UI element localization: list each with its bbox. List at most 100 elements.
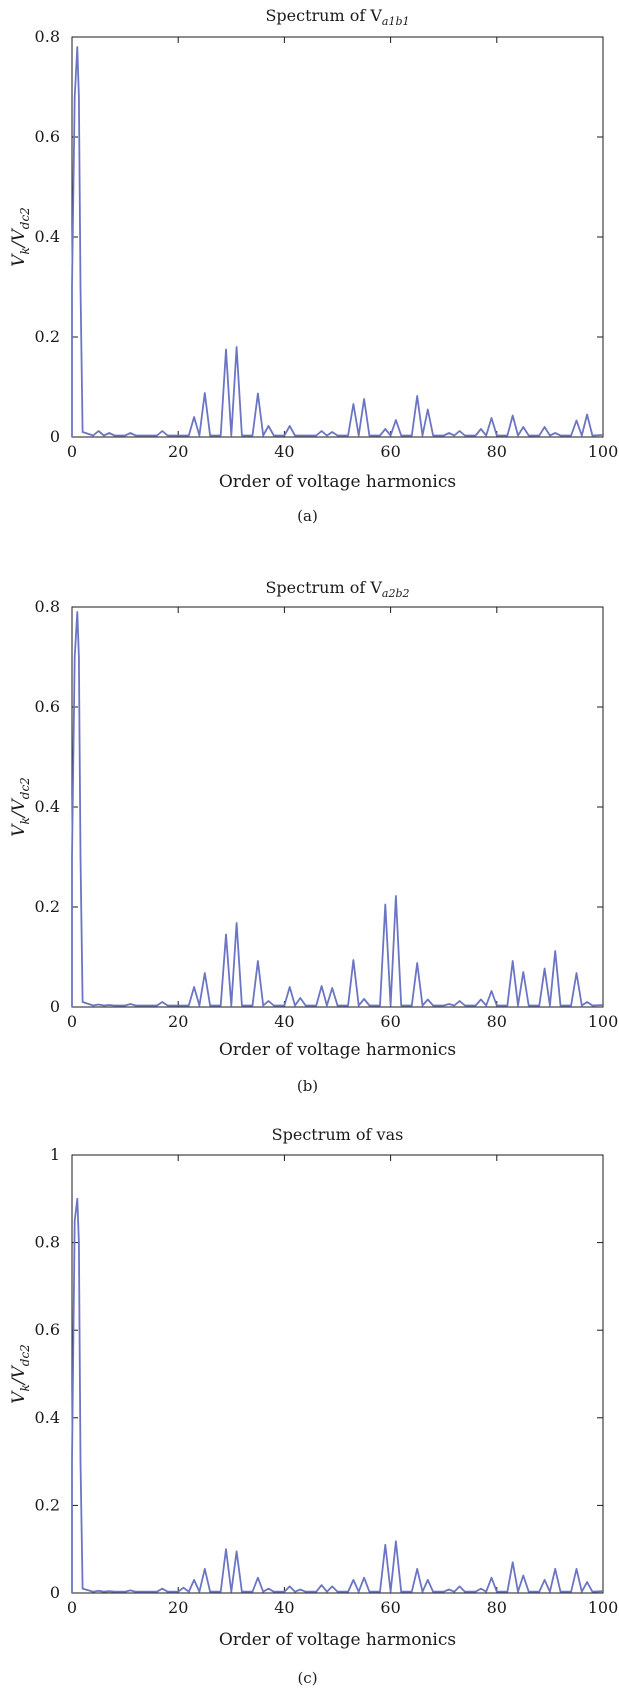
y-tick-label: 0.4 [35,797,60,816]
harmonic-point [225,933,227,936]
harmonic-point [331,1585,333,1588]
harmonic-point [204,392,206,394]
harmonic-point [522,426,524,428]
harmonic-point [320,985,323,987]
harmonic-point [129,432,132,434]
harmonic-point [193,1579,195,1581]
harmonic-point [352,1579,355,1581]
y-tick-label: 0.8 [35,1233,60,1252]
harmonic-point [76,611,78,613]
chart-panel-b: Spectrum of Va2b2 0 20 40 60 80 100 0 0.2 0.4 0.6 0… [9,578,618,1095]
harmonic-point [448,1588,450,1591]
panel-label: (b) [297,1077,318,1095]
harmonic-point [74,656,76,658]
x-tick-label: 60 [380,1012,400,1031]
harmonic-point [395,895,397,897]
x-tick-label: 20 [168,1012,188,1031]
harmonic-point [204,972,206,974]
harmonic-point [586,1581,588,1583]
harmonic-point [352,959,355,961]
harmonic-point [416,1568,418,1570]
harmonic-point [448,432,450,434]
y-tick-label: 0.8 [35,27,60,46]
harmonic-point [108,432,110,434]
harmonic-point [79,1461,82,1463]
x-tick-label: 100 [588,1598,619,1617]
harmonic-point [575,972,578,974]
harmonic-point [71,286,73,288]
spectrum-series-line [71,46,604,437]
harmonic-point [182,1587,185,1589]
y-axis-label: Vk/Vdc2 [9,1344,32,1404]
harmonic-point [129,1003,132,1005]
harmonic-point [490,990,493,992]
x-tick-label: 0 [67,1598,77,1617]
harmonic-point [108,1004,110,1006]
harmonic-point [522,1574,524,1577]
harmonic-point [82,1001,84,1003]
y-tick-label: 0.6 [35,1320,60,1339]
harmonic-point [267,425,270,427]
y-tick-label: 0 [50,997,60,1016]
harmonic-point [554,432,556,434]
harmonic-point [384,428,386,430]
harmonic-point [82,1588,84,1590]
harmonic-point [82,431,84,433]
y-tick-label: 0.4 [35,1408,60,1427]
harmonic-point [71,856,73,858]
harmonic-point [586,1001,588,1003]
harmonic-point [480,1588,482,1590]
harmonic-point [554,950,556,952]
harmonic-point [320,430,323,432]
harmonic-point [97,430,100,432]
harmonic-point [512,1561,514,1563]
x-tick-label: 40 [274,1598,294,1617]
harmonic-point [352,403,355,405]
harmonic-point [257,960,259,962]
x-tick-label: 20 [168,1598,188,1617]
harmonic-point [289,1585,291,1588]
harmonic-point [427,998,429,1001]
harmonic-point [395,419,397,421]
harmonic-point [225,1548,227,1550]
harmonic-point [586,413,588,416]
harmonic-point [543,967,546,970]
harmonic-point [299,1588,301,1591]
harmonic-point [416,395,418,397]
harmonic-point [78,1242,80,1244]
plot-frame [71,36,604,438]
harmonic-point [384,1544,386,1546]
harmonic-point [427,1579,429,1581]
chart-panel-a: Spectrum of Va1b1 0 20 40 60 80 100 0 0.2 0.4 0.6 0… [9,6,618,525]
x-tick-label: 40 [274,1012,294,1031]
y-axis-label: Vk/Vdc2 [9,777,32,837]
y-tick-label: 0.2 [35,1495,60,1514]
panel-label: (a) [297,507,318,525]
harmonic-point [74,96,76,98]
harmonic-point [161,430,163,432]
x-tick-label: 0 [67,1012,77,1031]
harmonic-point [459,1585,461,1588]
harmonic-point [78,656,80,658]
harmonic-point [161,1588,163,1590]
harmonic-point [71,1461,73,1463]
harmonic-point [76,46,78,48]
harmonic-point [363,1577,365,1579]
harmonic-point [108,1590,110,1592]
chart-panel-c: Spectrum of vas 0 20 40 60 80 100 0 0.2 0.4 0.6 0.8… [9,1125,619,1687]
spectrum-series-line [71,1197,604,1593]
x-axis-label: Order of voltage harmonics [219,1040,456,1060]
harmonic-point [97,1590,100,1592]
y-tick-label: 0.2 [35,327,60,346]
y-tick-label: 0.4 [35,227,60,246]
harmonic-point [78,96,80,98]
harmonic-point [236,1550,238,1552]
chart-title: Spectrum of Va2b2 [265,578,409,600]
harmonic-point [79,286,82,288]
spectrum-series-line [71,611,604,1007]
y-tick-label: 0.6 [35,697,60,716]
x-tick-label: 60 [380,1598,400,1617]
harmonic-point [267,1588,270,1590]
harmonic-point [289,425,291,427]
y-tick-label: 0 [50,1583,60,1602]
